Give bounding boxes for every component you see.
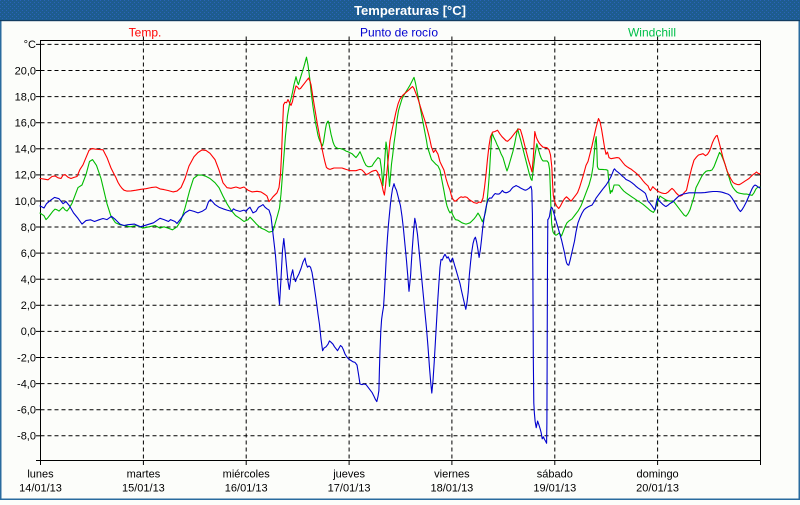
svg-text:6,0: 6,0 <box>21 248 36 260</box>
svg-text:8,0: 8,0 <box>21 222 36 234</box>
svg-text:-8,0: -8,0 <box>17 431 36 443</box>
svg-text:Punto de rocío: Punto de rocío <box>360 26 438 40</box>
svg-text:18/01/13: 18/01/13 <box>430 483 473 495</box>
svg-text:16,0: 16,0 <box>15 118 36 130</box>
svg-text:Temp.: Temp. <box>129 26 162 40</box>
svg-text:Temperaturas [°C]: Temperaturas [°C] <box>354 3 466 18</box>
svg-text:17/01/13: 17/01/13 <box>328 483 371 495</box>
svg-text:14/01/13: 14/01/13 <box>19 483 62 495</box>
svg-text:-6,0: -6,0 <box>17 405 36 417</box>
svg-text:0,0: 0,0 <box>21 326 36 338</box>
svg-text:martes: martes <box>127 469 161 481</box>
svg-text:20,0: 20,0 <box>15 65 36 77</box>
svg-text:domingo: domingo <box>636 469 678 481</box>
svg-text:10,0: 10,0 <box>15 196 36 208</box>
svg-text:lunes: lunes <box>27 469 54 481</box>
svg-text:miércoles: miércoles <box>223 469 271 481</box>
svg-text:19/01/13: 19/01/13 <box>533 483 576 495</box>
svg-text:-4,0: -4,0 <box>17 378 36 390</box>
svg-text:18,0: 18,0 <box>15 91 36 103</box>
svg-text:20/01/13: 20/01/13 <box>636 483 679 495</box>
svg-text:Windchill: Windchill <box>628 26 676 40</box>
svg-text:°C: °C <box>24 39 36 51</box>
svg-text:sábado: sábado <box>537 469 573 481</box>
svg-text:viernes: viernes <box>434 469 470 481</box>
svg-text:14,0: 14,0 <box>15 144 36 156</box>
svg-text:16/01/13: 16/01/13 <box>225 483 268 495</box>
svg-text:-2,0: -2,0 <box>17 352 36 364</box>
svg-text:15/01/13: 15/01/13 <box>122 483 165 495</box>
svg-text:jueves: jueves <box>332 469 365 481</box>
svg-text:4,0: 4,0 <box>21 274 36 286</box>
svg-text:2,0: 2,0 <box>21 300 36 312</box>
svg-text:12,0: 12,0 <box>15 170 36 182</box>
